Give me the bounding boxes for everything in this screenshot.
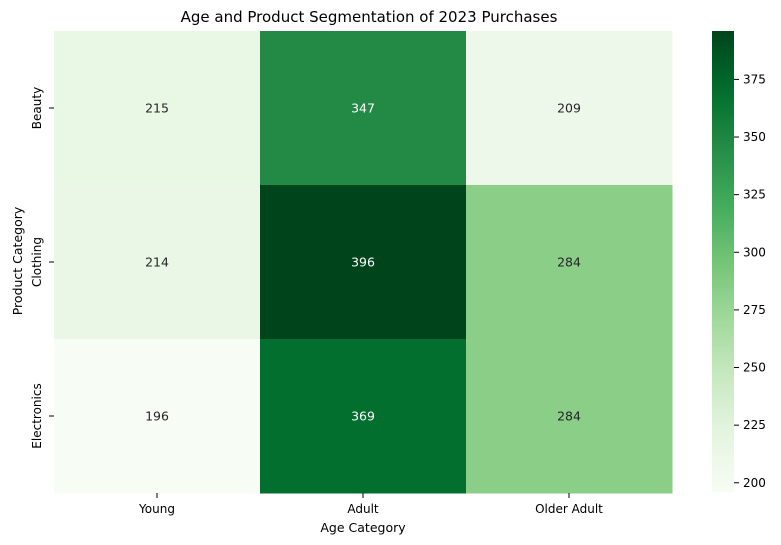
heatmap-cell-beauty-young bbox=[54, 31, 261, 186]
heatmap-cell-electronics-older-adult bbox=[466, 339, 673, 494]
colorbar-tick-label: 375 bbox=[743, 72, 766, 86]
cell-value-label: 347 bbox=[351, 101, 375, 116]
cell-value-label: 214 bbox=[145, 255, 169, 270]
colorbar-tick-label: 200 bbox=[743, 476, 766, 490]
colorbar: 200 225 250 275 300 325 350 375 bbox=[712, 31, 766, 492]
y-axis: Beauty Clothing Electronics bbox=[30, 87, 54, 449]
colorbar-tick-label: 275 bbox=[743, 303, 766, 317]
colorbar-gradient bbox=[712, 31, 734, 492]
colorbar-tick-label: 350 bbox=[743, 130, 766, 144]
x-tick-label: Young bbox=[138, 502, 175, 516]
cell-value-label: 215 bbox=[145, 101, 169, 116]
heatmap-cell-clothing-adult bbox=[260, 185, 467, 340]
x-tick-label: Adult bbox=[347, 502, 379, 516]
heatmap-cell-clothing-older-adult bbox=[466, 185, 673, 340]
heatmap-cells: 215 347 209 214 396 284 196 369 284 bbox=[54, 31, 673, 494]
cell-value-label: 209 bbox=[557, 101, 581, 116]
y-tick-label: Beauty bbox=[30, 87, 44, 129]
colorbar-tick-label: 300 bbox=[743, 245, 766, 259]
heatmap-cell-beauty-older-adult bbox=[466, 31, 673, 186]
x-axis-label: Age Category bbox=[320, 520, 406, 535]
colorbar-tick-label: 250 bbox=[743, 361, 766, 375]
x-tick-label: Older Adult bbox=[535, 502, 603, 516]
cell-value-label: 196 bbox=[145, 409, 169, 424]
colorbar-tick-label: 325 bbox=[743, 188, 766, 202]
chart-title: Age and Product Segmentation of 2023 Pur… bbox=[181, 8, 558, 26]
colorbar-tick-label: 225 bbox=[743, 418, 766, 432]
heatmap-cell-clothing-young bbox=[54, 185, 261, 340]
y-axis-label: Product Category bbox=[10, 206, 25, 315]
cell-value-label: 396 bbox=[351, 255, 375, 270]
cell-value-label: 369 bbox=[351, 409, 375, 424]
y-tick-label: Electronics bbox=[30, 383, 44, 448]
cell-value-label: 284 bbox=[557, 409, 581, 424]
x-axis: Young Adult Older Adult bbox=[138, 493, 603, 516]
heatmap-cell-electronics-adult bbox=[260, 339, 467, 494]
cell-value-label: 284 bbox=[557, 255, 581, 270]
heatmap-cell-beauty-adult bbox=[260, 31, 467, 186]
heatmap-cell-electronics-young bbox=[54, 339, 261, 494]
y-tick-label: Clothing bbox=[30, 237, 44, 287]
